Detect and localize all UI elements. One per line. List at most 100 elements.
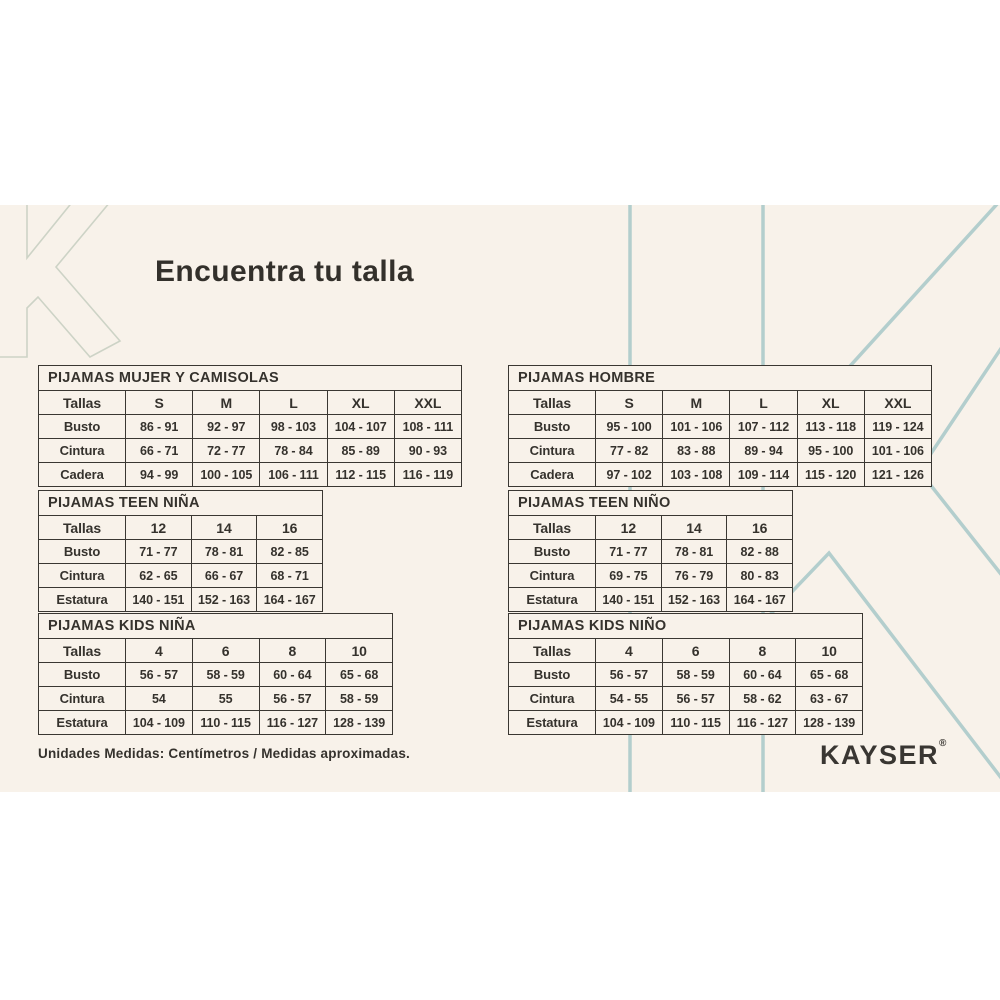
header-label: Tallas — [508, 390, 596, 415]
size-column-header: M — [662, 390, 731, 415]
measure-label: Cintura — [508, 686, 596, 711]
measure-value: 60 - 64 — [258, 662, 327, 687]
size-column-header: 12 — [125, 515, 192, 540]
size-column-header: S — [124, 390, 194, 415]
measure-label: Cintura — [38, 438, 126, 463]
measure-value: 85 - 89 — [326, 438, 395, 463]
measure-value: 104 - 109 — [595, 710, 663, 735]
measure-value: 56 - 57 — [125, 662, 193, 687]
header-label: Tallas — [38, 638, 126, 663]
measure-value: 101 - 106 — [863, 438, 933, 463]
measure-value: 116 - 127 — [258, 710, 327, 735]
measure-value: 128 - 139 — [795, 710, 863, 735]
kayser-logo-text: KAYSER — [820, 740, 940, 770]
size-column-header: 8 — [258, 638, 327, 663]
units-note: Unidades Medidas: Centímetros / Medidas … — [38, 746, 410, 761]
measure-label: Busto — [508, 539, 596, 564]
measure-value: 77 - 82 — [594, 438, 664, 463]
measure-value: 95 - 100 — [594, 414, 664, 439]
measure-label: Busto — [38, 662, 126, 687]
measure-label: Estatura — [38, 587, 126, 612]
measure-row: Cintura 62 - 65 66 - 67 68 - 71 — [38, 563, 323, 588]
measure-row: Busto 86 - 91 92 - 97 98 - 103 104 - 107 108 … — [38, 414, 463, 439]
measure-row: Cadera 94 - 99 100 - 105 106 - 111 112 - 115… — [38, 462, 463, 487]
table-title: PIJAMAS KIDS NIÑA — [38, 613, 393, 639]
measure-row: Cintura 66 - 71 72 - 77 78 - 84 85 - 89 90 - … — [38, 438, 463, 463]
header-label: Tallas — [508, 638, 596, 663]
measure-label: Estatura — [38, 710, 126, 735]
kayser-logo: KAYSER® — [820, 738, 946, 771]
measure-value: 78 - 81 — [190, 539, 258, 564]
measure-value: 140 - 151 — [595, 587, 662, 612]
size-column-header: 16 — [726, 515, 793, 540]
size-table-pijamas-mujer: PIJAMAS MUJER Y CAMISOLAS Tallas S M L XL XXL B… — [38, 365, 463, 487]
measure-value: 58 - 62 — [728, 686, 797, 711]
table-title: PIJAMAS TEEN NIÑO — [508, 490, 793, 516]
table-title: PIJAMAS TEEN NIÑA — [38, 490, 323, 516]
measure-value: 56 - 57 — [661, 686, 730, 711]
measure-label: Busto — [38, 414, 126, 439]
measure-value: 58 - 59 — [325, 686, 393, 711]
measure-label: Cintura — [508, 563, 596, 588]
measure-row: Busto 71 - 77 78 - 81 82 - 85 — [38, 539, 323, 564]
measure-row: Estatura 104 - 109 110 - 115 116 - 127 128 -… — [38, 710, 393, 735]
measure-value: 116 - 127 — [728, 710, 797, 735]
measure-value: 69 - 75 — [595, 563, 662, 588]
size-column-header: 10 — [325, 638, 393, 663]
measure-row: Cintura 54 - 55 56 - 57 58 - 62 63 - 67 — [508, 686, 863, 711]
measure-value: 121 - 126 — [863, 462, 933, 487]
size-column-header: 4 — [125, 638, 193, 663]
size-column-header: XXL — [863, 390, 933, 415]
size-table-pijamas-teen-nino: PIJAMAS TEEN NIÑO Tallas 12 14 16 Busto 71 - 7… — [508, 490, 793, 612]
measure-value: 92 - 97 — [192, 414, 261, 439]
measure-value: 58 - 59 — [191, 662, 260, 687]
measure-value: 63 - 67 — [795, 686, 863, 711]
measure-value: 82 - 88 — [726, 539, 793, 564]
header-label: Tallas — [38, 390, 126, 415]
measure-row: Busto 95 - 100 101 - 106 107 - 112 113 - 118… — [508, 414, 933, 439]
measure-value: 95 - 100 — [796, 438, 865, 463]
measure-label: Busto — [38, 539, 126, 564]
measure-value: 100 - 105 — [192, 462, 261, 487]
measure-row: Estatura 140 - 151 152 - 163 164 - 167 — [508, 587, 793, 612]
measure-row: Estatura 104 - 109 110 - 115 116 - 127 128 -… — [508, 710, 863, 735]
measure-value: 62 - 65 — [125, 563, 192, 588]
measure-value: 60 - 64 — [728, 662, 797, 687]
measure-value: 68 - 71 — [256, 563, 323, 588]
measure-label: Cintura — [38, 563, 126, 588]
measure-value: 112 - 115 — [326, 462, 395, 487]
size-column-header: 14 — [190, 515, 258, 540]
measure-label: Estatura — [508, 587, 596, 612]
size-table-pijamas-kids-nina: PIJAMAS KIDS NIÑA Tallas 4 6 8 10 Busto 56 - 57… — [38, 613, 393, 735]
measure-value: 54 - 55 — [595, 686, 663, 711]
measure-value: 140 - 151 — [125, 587, 192, 612]
measure-value: 56 - 57 — [258, 686, 327, 711]
size-column-header: L — [729, 390, 798, 415]
size-column-header: 8 — [728, 638, 797, 663]
size-column-header: 12 — [595, 515, 662, 540]
measure-value: 78 - 81 — [660, 539, 728, 564]
table-title: PIJAMAS MUJER Y CAMISOLAS — [38, 365, 462, 391]
size-table-pijamas-teen-nina: PIJAMAS TEEN NIÑA Tallas 12 14 16 Busto 71 - 7… — [38, 490, 323, 612]
measure-row: Busto 56 - 57 58 - 59 60 - 64 65 - 68 — [38, 662, 393, 687]
measure-label: Cintura — [508, 438, 596, 463]
measure-value: 128 - 139 — [325, 710, 393, 735]
size-table-pijamas-hombre: PIJAMAS HOMBRE Tallas S M L XL XXL Busto 95 - 10… — [508, 365, 933, 487]
header-label: Tallas — [38, 515, 126, 540]
measure-row: Busto 71 - 77 78 - 81 82 - 88 — [508, 539, 793, 564]
measure-value: 65 - 68 — [325, 662, 393, 687]
size-column-header: 4 — [595, 638, 663, 663]
size-table-pijamas-kids-nino: PIJAMAS KIDS NIÑO Tallas 4 6 8 10 Busto 56 - 57… — [508, 613, 863, 735]
size-column-header: S — [594, 390, 664, 415]
size-column-header: 10 — [795, 638, 863, 663]
measure-value: 119 - 124 — [863, 414, 933, 439]
measure-label: Cadera — [508, 462, 596, 487]
measure-row: Cadera 97 - 102 103 - 108 109 - 114 115 - 12… — [508, 462, 933, 487]
measure-value: 164 - 167 — [726, 587, 793, 612]
measure-value: 104 - 109 — [125, 710, 193, 735]
measure-value: 110 - 115 — [191, 710, 260, 735]
measure-value: 98 - 103 — [259, 414, 328, 439]
measure-label: Cadera — [38, 462, 126, 487]
measure-value: 72 - 77 — [192, 438, 261, 463]
size-column-header: 16 — [256, 515, 323, 540]
